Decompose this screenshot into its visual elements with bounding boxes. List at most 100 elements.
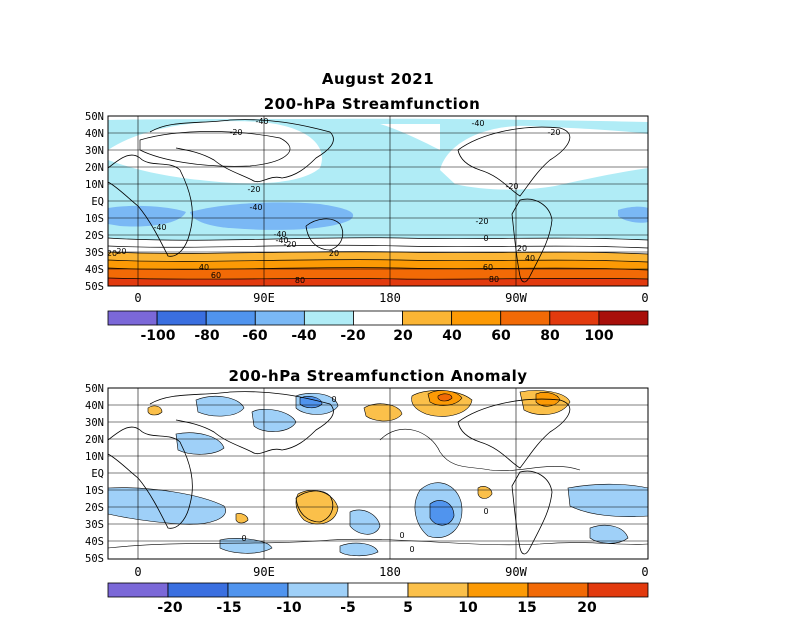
contour-label: 0 <box>241 534 246 543</box>
contour-label: 0 <box>483 234 488 243</box>
colorbar-tick-label: 80 <box>540 328 560 344</box>
main-title: August 2021 <box>322 70 434 88</box>
colorbar-swatch <box>254 310 305 326</box>
contour-label: -20 <box>505 182 518 191</box>
lat-label: 20N <box>85 162 104 174</box>
lat-label: 50N <box>85 111 104 123</box>
colorbar-tick-label: -20 <box>157 600 183 616</box>
lat-label: 50S <box>85 553 104 565</box>
lat-label: 40S <box>85 264 104 276</box>
colorbar-tick-label: -100 <box>140 328 175 344</box>
colorbar-swatch <box>205 310 256 326</box>
lat-label: 50N <box>85 383 104 395</box>
contour-label: 80 <box>489 275 499 284</box>
colorbar-swatch <box>451 310 502 326</box>
top-map-fill <box>108 116 648 286</box>
top-colorbar-ticks: -100 -80 -60 -40 -20 20 40 60 80 100 <box>140 328 613 344</box>
contour-label: 0 <box>483 507 488 516</box>
contour-label: 0 <box>399 531 404 540</box>
colorbar-swatch <box>598 310 649 326</box>
bottom-panel-title: 200-hPa Streamfunction Anomaly <box>228 367 527 385</box>
top-colorbar <box>107 310 649 326</box>
colorbar-swatch <box>353 310 403 326</box>
top-map-panel: -40 -20 -20 -40 -40 -40 -40 -20 -20 -20 … <box>85 111 649 305</box>
lat-label: 50S <box>85 281 104 293</box>
bottom-contour-labels: 0 0 0 0 0 <box>241 395 488 554</box>
bottom-lat-labels: 50N 40N 30N 20N 10N EQ 10S 20S 30S 40S 5… <box>85 383 104 565</box>
bottom-lon-labels: 0 90E 180 90W 0 <box>134 565 648 579</box>
top-panel-title: 200-hPa Streamfunction <box>264 95 481 113</box>
contour-label: 40 <box>525 254 535 263</box>
bottom-map-panel: 0 0 0 0 0 50N 40N 30N 20N 10N EQ 10S 20S… <box>85 383 649 579</box>
contour-label: 0 <box>409 545 414 554</box>
colorbar-swatch <box>402 310 453 326</box>
lon-label: 90E <box>253 565 275 579</box>
contour-label: -40 <box>275 236 288 245</box>
contour-label: 20 <box>517 244 527 253</box>
bottom-map-fill <box>108 388 648 559</box>
colorbar-swatch <box>107 582 169 598</box>
colorbar-tick-label: -20 <box>340 328 366 344</box>
colorbar-swatch <box>303 310 354 326</box>
colorbar-swatch <box>467 582 529 598</box>
colorbar-tick-label: 20 <box>577 600 597 616</box>
colorbar-tick-label: -10 <box>276 600 302 616</box>
top-lon-labels: 0 90E 180 90W 0 <box>134 291 648 305</box>
contour-label: -40 <box>471 119 484 128</box>
colorbar-swatch <box>407 582 469 598</box>
contour-label: -20 <box>247 185 260 194</box>
lon-label: 0 <box>134 565 141 579</box>
lon-label: 90E <box>253 291 275 305</box>
colorbar-swatch <box>156 310 207 326</box>
contour-label: 60 <box>211 271 221 280</box>
bottom-colorbar-ticks: -20 -15 -10 -5 5 10 15 20 <box>157 600 597 616</box>
lon-label: 90W <box>505 291 527 305</box>
lat-label: 10N <box>85 179 104 191</box>
contour-label: 0 <box>331 395 336 404</box>
lon-label: 0 <box>641 565 648 579</box>
contour-label: 20 <box>329 249 339 258</box>
lat-label: 20S <box>85 502 104 514</box>
colorbar-tick-label: 20 <box>393 328 413 344</box>
colorbar-tick-label: 100 <box>584 328 613 344</box>
lon-label: 180 <box>379 291 401 305</box>
lat-label: 10S <box>85 485 104 497</box>
colorbar-swatch <box>527 582 589 598</box>
colorbar-swatch <box>587 582 649 598</box>
top-contour-labels: -40 -20 -20 -40 -40 -40 -40 -20 -20 -20 … <box>107 117 561 285</box>
colorbar-tick-label: -60 <box>242 328 268 344</box>
contour-label: -40 <box>255 117 268 126</box>
bottom-colorbar <box>107 582 649 598</box>
colorbar-tick-label: 15 <box>517 600 536 616</box>
contour-label: -20 <box>229 128 242 137</box>
colorbar-swatch <box>107 310 158 326</box>
lat-label: 10N <box>85 451 104 463</box>
colorbar-tick-label: 40 <box>442 328 462 344</box>
colorbar-swatch <box>549 310 600 326</box>
lat-label: 20S <box>85 230 104 242</box>
colorbar-swatch <box>227 582 289 598</box>
contour-label: 80 <box>295 276 305 285</box>
colorbar-tick-label: -80 <box>194 328 220 344</box>
colorbar-swatch <box>167 582 229 598</box>
contour-label: -20 <box>113 247 126 256</box>
colorbar-swatch <box>500 310 551 326</box>
lat-label: 40N <box>85 400 104 412</box>
lon-label: 90W <box>505 565 527 579</box>
lat-label: 10S <box>85 213 104 225</box>
top-lat-labels: 50N 40N 30N 20N 10N EQ 10S 20S 30S 40S 5… <box>85 111 104 293</box>
colorbar-tick-label: 10 <box>458 600 478 616</box>
colorbar-swatch <box>287 582 349 598</box>
lat-label: 30S <box>85 519 104 531</box>
lon-label: 0 <box>134 291 141 305</box>
contour-label: 20 <box>107 249 117 258</box>
contour-label: -20 <box>475 217 488 226</box>
contour-label: -40 <box>249 203 262 212</box>
colorbar-tick-label: -15 <box>216 600 241 616</box>
colorbar-tick-label: -40 <box>291 328 317 344</box>
colorbar-swatch <box>347 582 409 598</box>
lat-label: EQ <box>91 468 104 480</box>
lat-label: EQ <box>91 196 104 208</box>
colorbar-tick-label: 60 <box>491 328 511 344</box>
